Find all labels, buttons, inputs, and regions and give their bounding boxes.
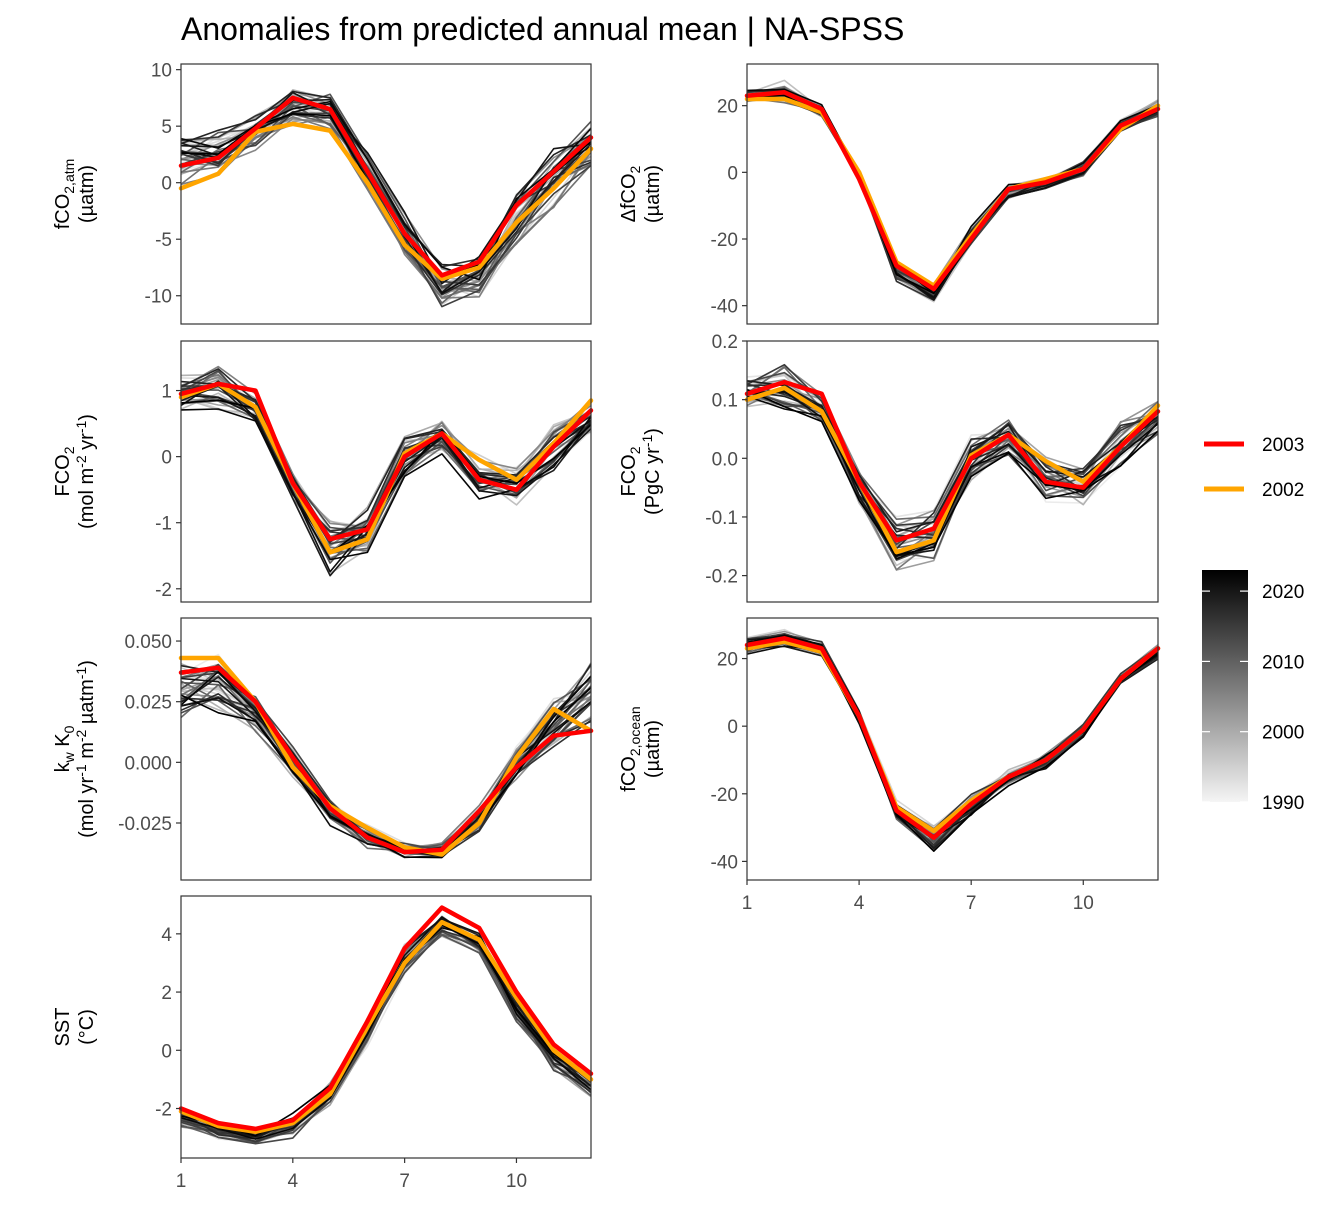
year-line-2023: [180, 924, 592, 1137]
y-axis-label: SST (°C): [52, 1008, 98, 1047]
y-tick-label: -1: [155, 514, 172, 535]
x-tick-label: 1: [742, 893, 753, 914]
legend-colorbar: 2020 2010 2000 1990: [1202, 570, 1304, 814]
y-tick-label: -10: [145, 287, 172, 308]
panel-fco2_flux_total: 0.2 0.1 0.0 -0.1 -0.2 FCO2​(PgC yr-1): [618, 332, 1161, 603]
panel-delta_fco2: 20 0 -20 -40 ΔfCO2​(µatm): [618, 63, 1161, 325]
y-tick-label: -0.2: [705, 567, 738, 588]
y-tick-label: 20: [717, 650, 738, 671]
panel-fco2_ocean: 20 0 -20 -401 4 7 10 fCO2,ocean​(µatm): [618, 617, 1161, 914]
panel-grid: 1050-5-10fCO2,atm​(µatm)200-20-40ΔfCO2​(…: [52, 61, 1161, 1192]
y-tick-label: -0.1: [705, 508, 738, 529]
y-axis-label: kw K0​(mol yr-1 m-2 µatm-1): [52, 660, 98, 838]
y-axis-label: FCO2​(mol m-2 yr-1): [52, 414, 98, 529]
y-axis-label: fCO2,ocean​(µatm): [618, 706, 664, 791]
y-tick-label: -2: [155, 580, 172, 601]
series-line-2003: [178, 665, 594, 855]
y-tick-label: 2: [161, 983, 172, 1004]
y-axis-label: fCO2,atm​(µatm): [52, 159, 98, 230]
colorbar-label-1990: 1990: [1262, 793, 1304, 814]
y-tick-label: 10: [151, 61, 172, 82]
y-tick-label: 0: [161, 174, 172, 195]
panel-background: [747, 618, 1158, 880]
panel-border: [180, 895, 592, 1159]
y-tick-label: -0.025: [118, 814, 172, 835]
y-tick-label: 0: [727, 717, 738, 738]
panel-border: [746, 340, 1159, 603]
y-tick-label: 0.000: [124, 753, 172, 774]
y-tick-label: 4: [161, 925, 172, 946]
x-tick-label: 7: [399, 1171, 410, 1192]
year-line-2019: [746, 380, 1159, 533]
x-tick-label: 7: [966, 893, 977, 914]
panel-sst: 4 2 0 -2 1 4 7 10 SST (°C): [52, 895, 594, 1192]
panel-border: [746, 63, 1159, 325]
y-tick-label: -2: [155, 1100, 172, 1121]
y-tick-label: -40: [711, 297, 738, 318]
panel-fco2_flux_area: 1 0 -1 -2 FCO2​(mol m-2 yr-1): [52, 340, 594, 603]
y-tick-label: 0: [161, 1041, 172, 1062]
y-tick-label: 5: [161, 117, 172, 138]
y-tick-label: 0: [727, 163, 738, 184]
y-tick-label: 0.025: [124, 693, 172, 714]
series-line-2003: [178, 905, 594, 1132]
x-tick-label: 1: [176, 1171, 187, 1192]
year-line-2022: [746, 395, 1159, 560]
x-tick-label: 4: [288, 1171, 299, 1192]
series-line-2003: [744, 379, 1161, 543]
y-tick-label: 0.050: [124, 632, 172, 653]
year-line-2022: [180, 100, 592, 281]
y-axis-label: ΔfCO2​(µatm): [618, 165, 664, 223]
panel-border: [746, 617, 1159, 881]
y-tick-label: 0.1: [712, 391, 738, 412]
colorbar-gradient: [1202, 570, 1248, 802]
panel-fco2_atm: 10 5 0 -5 -10 fCO2,atm​(µatm): [52, 61, 594, 325]
legend-highlight-years: 2003 2002: [1204, 435, 1304, 501]
series-line-2002: [178, 121, 594, 282]
y-tick-label: -20: [711, 230, 738, 251]
y-tick-label: 1: [161, 382, 172, 403]
year-line-2015: [746, 633, 1159, 830]
x-tick-label: 10: [506, 1171, 527, 1192]
y-tick-label: -5: [155, 230, 172, 251]
series-line-2003: [744, 636, 1161, 840]
year-line-2018: [180, 380, 592, 543]
legend-label-2003: 2003: [1262, 435, 1304, 456]
year-line-2023: [746, 388, 1159, 556]
series-line-2003: [178, 95, 594, 278]
y-tick-label: 0.0: [712, 449, 738, 470]
series-line-2003: [178, 381, 594, 542]
panel-kw_k0: 0.050 0.025 0.000 -0.025 kw K0​(mol yr-1 m-2…: [52, 617, 594, 881]
x-tick-label: 10: [1073, 893, 1094, 914]
x-tick-label: 4: [854, 893, 865, 914]
y-tick-label: -20: [711, 785, 738, 806]
y-axis-label: FCO2​(PgC yr-1): [618, 428, 664, 515]
y-tick-label: 20: [717, 97, 738, 118]
colorbar-label-2000: 2000: [1262, 723, 1304, 744]
series-line-2002: [178, 919, 594, 1135]
legend-label-2002: 2002: [1262, 480, 1304, 501]
colorbar-label-2020: 2020: [1262, 582, 1304, 603]
y-tick-label: -40: [711, 852, 738, 873]
chart-title: Anomalies from predicted annual mean | N…: [181, 11, 904, 47]
panel-border: [180, 617, 592, 881]
colorbar-label-2010: 2010: [1262, 652, 1304, 673]
y-tick-label: 0.2: [712, 332, 738, 353]
series-line-2003: [744, 90, 1161, 292]
y-tick-label: 0: [161, 448, 172, 469]
panel-border: [180, 63, 592, 325]
panel-border: [180, 340, 592, 603]
